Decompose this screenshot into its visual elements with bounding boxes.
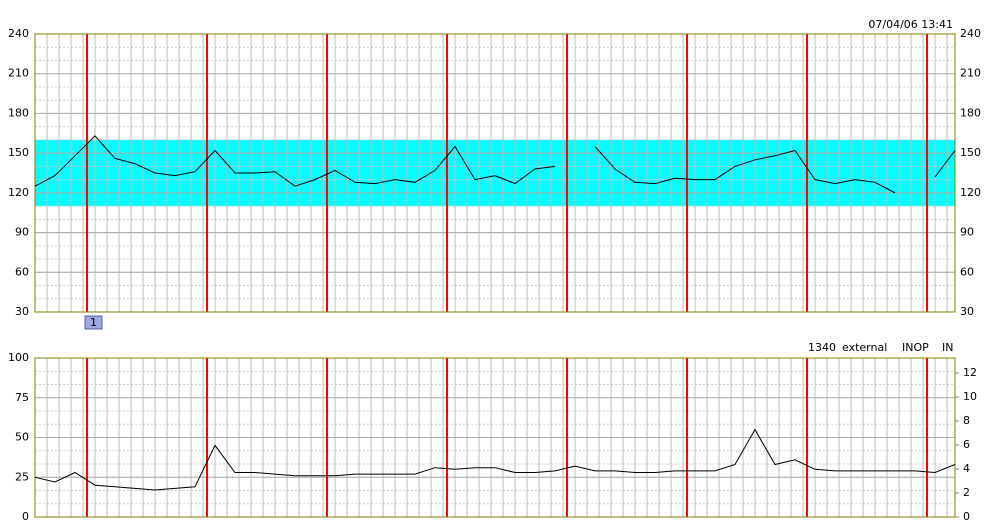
y-tick-label: 210	[8, 67, 29, 80]
y2-tick-label: 10	[963, 390, 977, 403]
y-tick-label: 50	[15, 431, 29, 444]
y2-tick-label: 0	[963, 510, 970, 522]
y-tick-label: 90	[15, 226, 29, 239]
y-tick-label: 180	[8, 106, 29, 119]
y-tick-label-right: 240	[960, 27, 981, 40]
y-tick-label: 240	[8, 27, 29, 40]
event-marker-box	[84, 315, 103, 330]
status-text: INOP	[902, 341, 929, 354]
y-tick-label-right: 180	[960, 106, 981, 119]
y-tick-label: 75	[15, 391, 29, 404]
trace-line	[34, 135, 956, 194]
status-text: 1340	[808, 341, 836, 354]
y2-tick-label: 12	[963, 366, 977, 379]
timestamp: 07/04/06 13:41	[868, 18, 953, 31]
event-marker: 1	[90, 316, 97, 329]
plot-frame	[34, 33, 956, 313]
trace-line	[34, 428, 956, 491]
y-tick-label-right: 30	[960, 305, 974, 318]
plot-frame	[34, 357, 956, 518]
status-text: external	[842, 341, 887, 354]
y-tick-label-right: 210	[960, 67, 981, 80]
y2-tick-label: 8	[963, 414, 970, 427]
y-tick-label-right: 90	[960, 226, 974, 239]
y-tick-label: 60	[15, 265, 29, 278]
y2-tick-label: 6	[963, 438, 970, 451]
y-tick-label: 120	[8, 186, 29, 199]
normal-range-band	[35, 139, 955, 207]
y-tick-label: 30	[15, 305, 29, 318]
y-tick-label: 150	[8, 146, 29, 159]
y-tick-label-right: 150	[960, 146, 981, 159]
y-tick-label: 25	[15, 470, 29, 483]
y-tick-label-right: 120	[960, 186, 981, 199]
y-tick-label: 0	[22, 510, 29, 522]
y-tick-label: 100	[8, 351, 29, 364]
status-text: IN	[942, 341, 953, 354]
y2-tick-label: 4	[963, 462, 970, 475]
y-tick-label-right: 60	[960, 265, 974, 278]
y2-tick-label: 2	[963, 486, 970, 499]
